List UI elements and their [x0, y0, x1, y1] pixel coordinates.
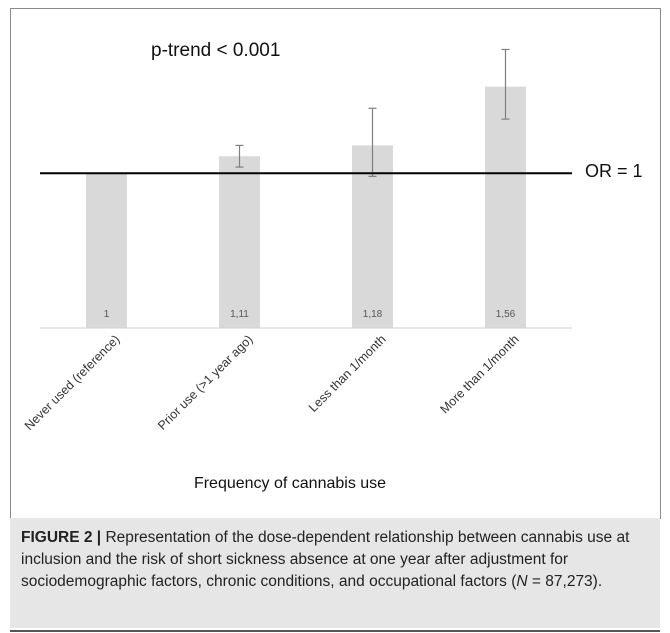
p-trend-annotation: p-trend < 0.001: [151, 40, 280, 61]
value-label-4: 1,56: [496, 309, 516, 320]
bar-1: [86, 173, 127, 328]
caption-n-symbol: N: [516, 573, 528, 590]
bottom-rule: [10, 630, 660, 632]
reference-line-label: OR = 1: [585, 161, 643, 181]
caption-figure-label: FIGURE 2 |: [21, 529, 102, 546]
x-axis-title: Frequency of cannabis use: [194, 475, 386, 492]
bars: [86, 86, 526, 328]
caption-background: [10, 518, 660, 628]
caption-text-part2: = 87,273).: [527, 573, 603, 590]
error-bars: [235, 48, 510, 177]
bar-chart: OR = 1 p-trend < 0.001 1 1,11 1,18 1,56 Nev…: [22, 40, 643, 492]
caption-text-part1: Representation of the dose-dependent rel…: [21, 529, 630, 590]
tick-label-3: Less than 1/month: [306, 332, 389, 415]
figure-frame: [10, 8, 661, 519]
bar-2: [219, 156, 260, 328]
bar-4: [485, 86, 526, 328]
category-tick-labels: Never used (reference) Prior use (>1 year…: [22, 332, 522, 433]
value-labels: 1 1,11 1,18 1,56: [104, 309, 516, 320]
value-label-3: 1,18: [363, 309, 383, 320]
tick-label-2: Prior use (>1 year ago): [155, 332, 256, 433]
figure-caption: FIGURE 2 | Representation of the dose-de…: [21, 527, 641, 593]
tick-label-4: More than 1/month: [438, 332, 522, 416]
value-label-2: 1,11: [230, 309, 249, 320]
value-label-1: 1: [104, 309, 110, 320]
tick-label-1: Never used (reference): [22, 332, 123, 433]
